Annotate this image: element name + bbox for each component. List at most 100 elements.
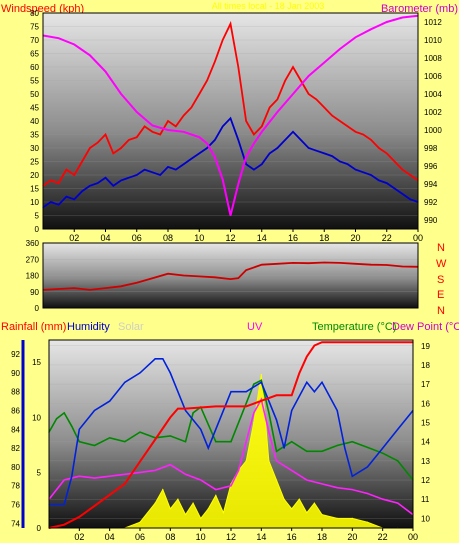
wind-speed-point — [206, 147, 208, 149]
humidity-point — [260, 381, 262, 383]
solar-point — [313, 502, 316, 504]
rainfall-point — [154, 438, 156, 441]
temperature-point — [275, 450, 278, 452]
wind-direction-point — [89, 289, 91, 291]
wind-gust-point — [339, 120, 341, 122]
wind-speed-point — [308, 147, 310, 149]
wind-direction-point — [261, 264, 263, 266]
barometer-point — [245, 156, 247, 158]
wind-gust-point — [73, 174, 75, 176]
rainfall-point — [169, 416, 171, 419]
temperature-point — [351, 441, 353, 443]
wind-gust-point — [253, 133, 255, 136]
weather-plot-frame — [48, 339, 414, 529]
temperature-point — [192, 412, 194, 414]
wind-speed-point — [253, 169, 255, 171]
wind-y-tick-label: 0 — [35, 225, 40, 234]
wind-speed-point — [409, 198, 411, 200]
wind-direction-point — [73, 287, 75, 289]
rainfall-line — [48, 341, 413, 529]
barometer-point — [222, 178, 224, 181]
temperature-point — [306, 450, 308, 452]
temperature-y-tick-label: 17 — [421, 380, 430, 389]
wind-speed-point — [50, 201, 52, 203]
dew-point-point — [397, 502, 399, 504]
rainfall-point — [215, 405, 217, 407]
solar-point — [298, 498, 300, 500]
wind-direction-point — [214, 276, 216, 278]
wind-y-tick-label: 15 — [30, 185, 39, 194]
dew-point-point — [63, 479, 65, 481]
wind-speed-point — [198, 152, 200, 154]
wind-gust-point — [183, 115, 185, 117]
wind-y-tick-label: 35 — [30, 131, 39, 140]
humidity-point — [291, 409, 293, 412]
barometer-point — [104, 70, 107, 73]
wind-speed-point — [354, 169, 357, 171]
wind-gust-point — [323, 106, 325, 109]
wind-gust-point — [159, 133, 161, 136]
rainfall-point — [139, 461, 141, 463]
wind-direction-point — [183, 274, 185, 277]
wind-y-tick-label: 65 — [30, 50, 39, 59]
wind-direction-point — [386, 264, 388, 266]
direction-y-tick-label: 360 — [26, 239, 40, 248]
wind-barometer-chart: Windspeed (kph) All times local - 18 Jan… — [1, 1, 458, 243]
wind-x-tick-label: 14 — [257, 233, 267, 243]
wind-direction-point — [198, 275, 200, 278]
wind-gust-point — [175, 125, 177, 127]
wind-gust-point — [308, 93, 310, 95]
wind-gust-point — [292, 66, 294, 68]
humidity-point — [93, 409, 96, 412]
barometer-y-tick-label: 1012 — [424, 18, 442, 27]
rainfall-point — [298, 372, 300, 374]
wind-gust-point — [136, 136, 138, 138]
solar-point — [222, 512, 225, 514]
rainfall-y-tick-label: 0 — [37, 524, 42, 533]
wind-speed-point — [136, 174, 138, 176]
temperature-point — [336, 444, 338, 447]
wind-gust-point — [97, 142, 99, 144]
wind-direction-point — [120, 285, 122, 287]
rainfall-point — [230, 405, 232, 407]
barometer-point — [339, 48, 341, 50]
wind-speed-point — [261, 163, 263, 165]
solar-point — [215, 494, 217, 496]
temperature-point — [397, 460, 399, 462]
solar-point — [207, 508, 209, 510]
humidity-y-ticks: 74 76 78 80 82 84 86 88 90 92 — [11, 350, 20, 528]
rainfall-y-tick-label: 15 — [32, 358, 41, 367]
weather-x-tick-label: 04 — [105, 532, 115, 542]
barometer-point — [120, 93, 122, 95]
wind-gust-point — [261, 125, 263, 127]
humidity-point — [230, 391, 232, 393]
dew-point-point — [139, 471, 141, 473]
wind-direction-point — [401, 265, 403, 268]
temperature-point — [78, 441, 80, 443]
wind-y-tick-label: 70 — [30, 36, 39, 45]
barometer-axis-label: Barometer (mb) — [381, 3, 458, 15]
humidity-point — [344, 447, 346, 449]
wind-y-tick-label: 20 — [30, 171, 39, 180]
wind-gust-point — [386, 152, 388, 154]
barometer-point — [183, 131, 185, 133]
dew-point-point — [169, 464, 171, 466]
humidity-point — [162, 358, 164, 360]
temperature-point — [109, 437, 111, 439]
compass-n-top: N — [437, 242, 445, 254]
wind-gust-point — [393, 160, 396, 163]
dew-point-point — [93, 477, 96, 479]
wind-direction-line — [42, 261, 419, 291]
solar-label: Solar — [118, 321, 144, 333]
wind-gust-point — [370, 139, 372, 141]
solar-point — [268, 460, 270, 462]
wind-y-tick-label: 50 — [30, 90, 39, 99]
humidity-y-tick-label: 86 — [11, 407, 20, 416]
humidity-y-tick-label: 92 — [11, 350, 20, 359]
wind-y-tick-label: 60 — [30, 63, 39, 72]
wind-gust-point — [167, 120, 169, 122]
temperature-point — [55, 418, 58, 420]
barometer-point — [229, 214, 232, 217]
wind-gust-point — [276, 98, 278, 100]
humidity-point — [366, 466, 369, 468]
